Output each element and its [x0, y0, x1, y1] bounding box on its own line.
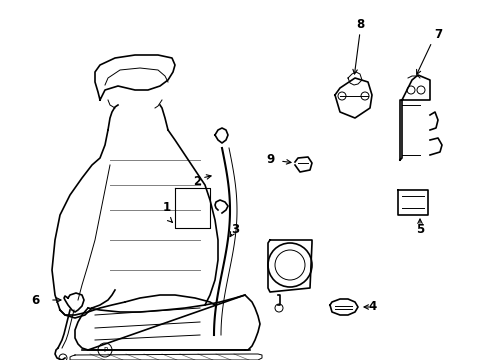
Text: 6: 6 [32, 293, 40, 306]
Text: 9: 9 [266, 153, 274, 166]
Text: 5: 5 [415, 224, 423, 237]
Text: 7: 7 [433, 28, 441, 41]
Text: 3: 3 [230, 224, 239, 237]
Text: 1: 1 [163, 202, 171, 215]
Text: 8: 8 [355, 18, 364, 31]
Text: P: P [103, 347, 107, 353]
Text: 2: 2 [193, 175, 201, 189]
Text: 4: 4 [367, 301, 375, 314]
